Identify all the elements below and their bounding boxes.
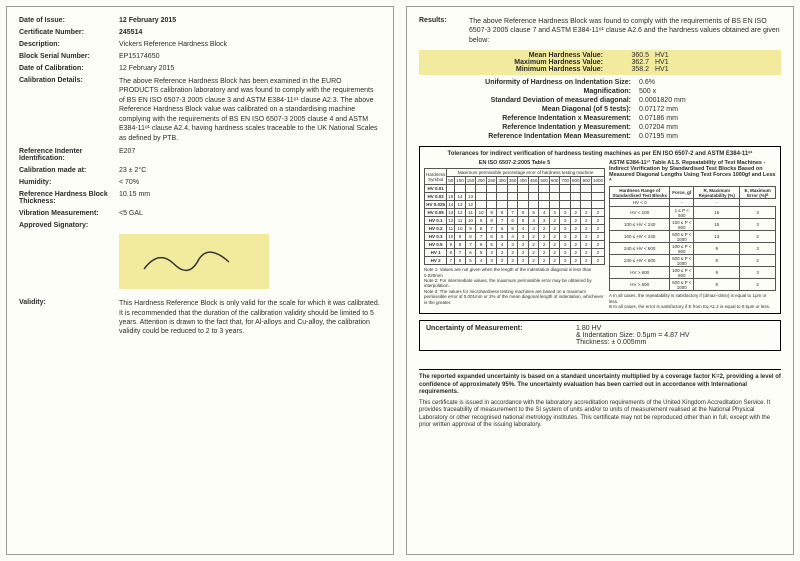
right-page: Results:The above Reference Hardness Blo… bbox=[406, 6, 794, 555]
date-issue-label: Date of Issue: bbox=[19, 17, 119, 24]
indenter-label: Reference Indenter Identification: bbox=[19, 148, 119, 162]
mean-unit: HV1 bbox=[649, 52, 679, 59]
tol-left-sub: Maximum permissible percentage error of … bbox=[447, 169, 605, 177]
date-cal-label: Date of Calibration: bbox=[19, 65, 119, 72]
tolerance-box: Tolerances for indirect verification of … bbox=[419, 146, 781, 314]
vibration-value: <5 GAL bbox=[119, 210, 381, 217]
humidity-label: Humidity: bbox=[19, 179, 119, 186]
sd-label: Standard Deviation of measured diagonal: bbox=[419, 97, 639, 104]
cal-details-value: The above Reference Hardness Block has b… bbox=[119, 77, 381, 143]
min-label: Minimum Hardness Value: bbox=[419, 66, 609, 73]
uniformity-label: Uniformity of Hardness on Indentation Si… bbox=[419, 79, 639, 86]
highlight-values: Mean Hardness Value:360.5HV1 Maximum Har… bbox=[419, 50, 781, 75]
description-label: Description: bbox=[19, 41, 119, 48]
max-val: 362.7 bbox=[609, 59, 649, 66]
tol-left-col: EN ISO 6507-2:2005 Table 5 Hardness Symb… bbox=[424, 160, 605, 309]
tol-left-table: Hardness SymbolMaximum permissible perce… bbox=[424, 168, 605, 265]
ref-y-val: 0.07204 mm bbox=[639, 124, 678, 131]
serial-value: EP15174650 bbox=[119, 53, 381, 60]
tol-right-title: ASTM E384-11ᵉ¹ Table A1.5. Repeatability… bbox=[609, 160, 776, 184]
mean-diag-val: 0.07172 mm bbox=[639, 106, 678, 113]
tol-note2: Note 2: For intermediate values, the max… bbox=[424, 278, 605, 289]
cal-at-value: 23 ± 2°C bbox=[119, 167, 381, 174]
ref-x-label: Reference Indentation x Measurement: bbox=[419, 115, 639, 122]
left-page: Date of Issue:12 February 2015 Certifica… bbox=[6, 6, 394, 555]
thickness-value: 10.15 mm bbox=[119, 191, 381, 205]
sd-val: 0.0001820 mm bbox=[639, 97, 686, 104]
tol-right-note2: B In all cases, the error is satisfactor… bbox=[609, 304, 776, 309]
mean-val: 360.5 bbox=[609, 52, 649, 59]
mean-diag-label: Mean Diagonal (of 5 tests): bbox=[419, 106, 639, 113]
max-label: Maximum Hardness Value: bbox=[419, 59, 609, 66]
footer2: This certificate is issued in accordance… bbox=[419, 400, 781, 430]
uom-v3: Thickness: ± 0.005mm bbox=[576, 339, 774, 346]
tol-note1: Note 1: Values are not given when the le… bbox=[424, 267, 605, 278]
uom-label: Uncertainty of Measurement: bbox=[426, 325, 576, 346]
ref-mean-val: 0.07195 mm bbox=[639, 133, 678, 140]
vibration-label: Vibration Measurement: bbox=[19, 210, 119, 217]
tol-right-note1: A In all cases, the repeatability is sat… bbox=[609, 293, 776, 304]
tol-right-col: ASTM E384-11ᵉ¹ Table A1.5. Repeatability… bbox=[609, 160, 776, 309]
humidity-value: < 70% bbox=[119, 179, 381, 186]
tol-note3: Note 3: The values for microhardness tes… bbox=[424, 289, 605, 305]
date-issue-value: 12 February 2015 bbox=[119, 17, 381, 24]
ref-y-label: Reference Indentation y Measurement: bbox=[419, 124, 639, 131]
max-unit: HV1 bbox=[649, 59, 679, 66]
cal-details-label: Calibration Details: bbox=[19, 77, 119, 143]
thickness-label: Reference Hardness Block Thickness: bbox=[19, 191, 119, 205]
tol-right-table: Hardness Range of Standardised Test Bloc… bbox=[609, 186, 776, 291]
min-unit: HV1 bbox=[649, 66, 679, 73]
mean-label: Mean Hardness Value: bbox=[419, 52, 609, 59]
uom-box: Uncertainty of Measurement: 1.80 HV & In… bbox=[419, 320, 781, 351]
uom-v2: & Indentation Size: 0.5μm = 4.87 HV bbox=[576, 332, 774, 339]
signature-box bbox=[119, 234, 269, 289]
date-cal-value: 12 February 2015 bbox=[119, 65, 381, 72]
validity-value: This Hardness Reference Block is only va… bbox=[119, 299, 381, 337]
hardness-symbol-header: Hardness Symbol bbox=[425, 169, 447, 185]
indenter-value: E207 bbox=[119, 148, 381, 162]
cert-number-label: Certificate Number: bbox=[19, 29, 119, 36]
signature-icon bbox=[139, 244, 249, 279]
description-value: Vickers Reference Hardness Block bbox=[119, 41, 381, 48]
mag-label: Magnification: bbox=[419, 88, 639, 95]
uom-v1: 1.80 HV bbox=[576, 325, 774, 332]
results-label: Results: bbox=[419, 17, 469, 45]
signatory-label: Approved Signatory: bbox=[19, 222, 119, 229]
serial-label: Block Serial Number: bbox=[19, 53, 119, 60]
tol-title: Tolerances for indirect verification of … bbox=[424, 151, 776, 157]
ref-x-val: 0.07186 mm bbox=[639, 115, 678, 122]
results-value: The above Reference Hardness Block was f… bbox=[469, 17, 781, 45]
footer1: The reported expanded uncertainty is bas… bbox=[419, 374, 781, 397]
cal-at-label: Calibration made at: bbox=[19, 167, 119, 174]
validity-label: Validity: bbox=[19, 299, 119, 337]
uniformity-val: 0.6% bbox=[639, 79, 655, 86]
cert-number-value: 245514 bbox=[119, 29, 381, 36]
ref-mean-label: Reference Indentation Mean Measurement: bbox=[419, 133, 639, 140]
min-val: 358.2 bbox=[609, 66, 649, 73]
mag-val: 500 x bbox=[639, 88, 656, 95]
tol-left-title: EN ISO 6507-2:2005 Table 5 bbox=[424, 160, 605, 166]
